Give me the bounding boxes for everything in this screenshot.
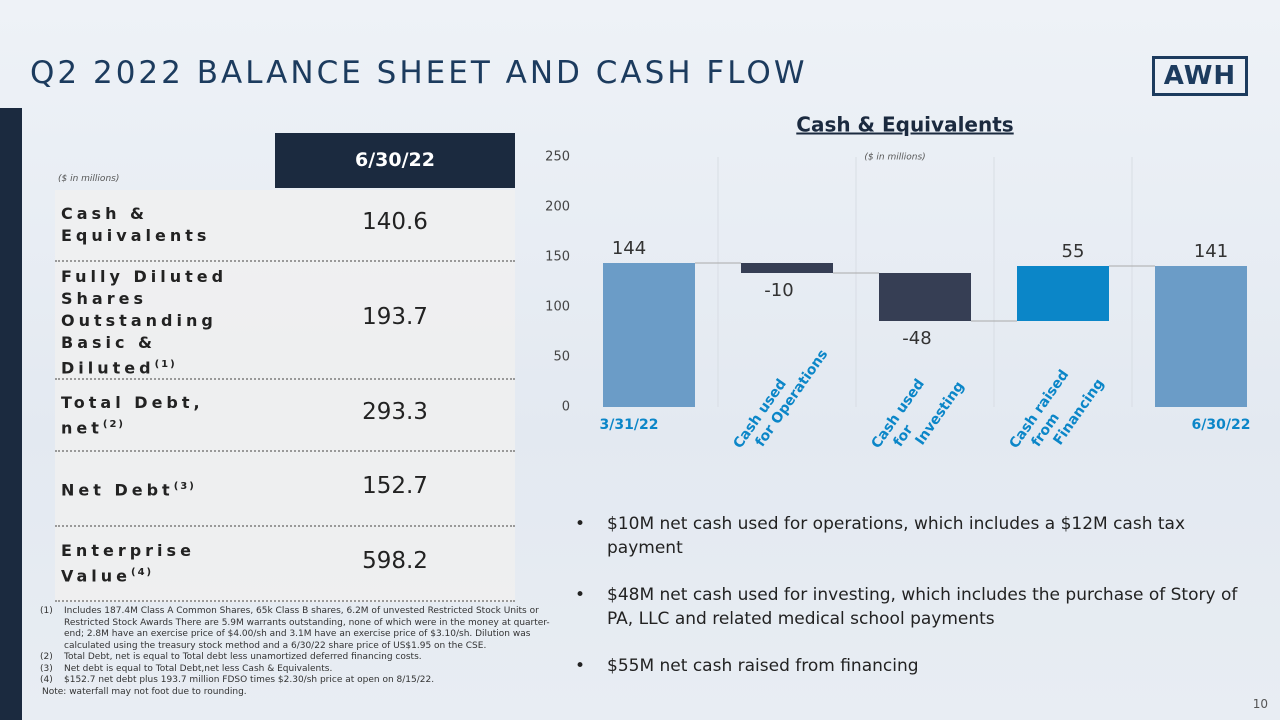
y-tick-label: 250 — [545, 150, 570, 165]
row-note: (4) — [131, 567, 154, 578]
table-row: Cash & Equivalents 140.6 — [55, 190, 515, 262]
footnote: (4) $152.7 net debt plus 193.7 million FD… — [38, 675, 568, 687]
x-tick-label: Cash raisedfromFinancing — [1006, 357, 1107, 472]
bullet-list: • $10M net cash used for operations, whic… — [575, 512, 1265, 701]
bullet-text: $55M net cash raised from financing — [607, 656, 919, 676]
row-label-text: Fully Diluted Shares Outstanding Basic &… — [61, 267, 228, 378]
y-tick-label: 200 — [545, 200, 570, 215]
bar — [741, 263, 833, 273]
footnote-marker: (4) — [40, 675, 53, 685]
footnote-marker: (2) — [40, 652, 53, 662]
footnote-text: Total Debt, net is equal to Total debt l… — [64, 652, 422, 662]
chart: Cash & Equivalents ($ in millions) 0 50 10… — [545, 113, 1251, 472]
bullet: • $55M net cash raised from financing — [575, 654, 1265, 678]
y-tick-label: 50 — [553, 350, 570, 365]
data-label: -48 — [902, 328, 931, 349]
row-note: (2) — [102, 418, 125, 430]
row-label: Fully Diluted Shares Outstanding Basic &… — [61, 266, 241, 379]
row-label: Total Debt, net(2) — [61, 392, 241, 439]
footnote-marker: (3) — [40, 663, 53, 674]
bullet-text: $48M net cash used for investing, which … — [607, 585, 1238, 629]
row-note: (3) — [173, 481, 196, 492]
row-value: 140.6 — [362, 209, 428, 235]
data-label: 144 — [612, 238, 646, 259]
chart-title: Cash & Equivalents — [796, 113, 1013, 137]
footnote: (1) Includes 187.4M Class A Common Shares… — [38, 606, 568, 652]
row-value: 152.7 — [362, 472, 428, 499]
x-tick-label: Cash usedforInvesting — [868, 359, 967, 471]
chart-subtitle: ($ in millions) — [864, 153, 925, 163]
footnotes: (1) Includes 187.4M Class A Common Shares… — [38, 606, 568, 698]
bullet: • $48M net cash used for investing, which… — [575, 583, 1265, 631]
footnote-text: Includes 187.4M Class A Common Shares, 6… — [64, 606, 550, 651]
logo: AWH — [1152, 56, 1248, 96]
table-row: Net Debt(3) 152.7 — [55, 452, 515, 527]
y-tick-label: 150 — [545, 250, 570, 265]
row-label: Cash & Equivalents — [61, 203, 241, 247]
footnote-marker: (1) — [40, 606, 53, 616]
footnote: (3) Net debt is equal to Total Debt,net l… — [38, 664, 568, 676]
data-label: 141 — [1194, 241, 1228, 262]
row-note: (1) — [154, 359, 177, 370]
bullet-dot: • — [575, 656, 586, 676]
bar — [1155, 266, 1247, 407]
table-row: Total Debt, net(2) 293.3 — [55, 380, 515, 452]
data-label: -10 — [764, 280, 793, 301]
x-tick-label: Cash usedfor Operations — [730, 337, 831, 461]
bullet-dot: • — [575, 514, 586, 534]
row-value: 293.3 — [362, 399, 428, 425]
table-header: 6/30/22 — [275, 133, 515, 188]
bullet: • $10M net cash used for operations, whic… — [575, 512, 1265, 560]
table-row: Fully Diluted Shares Outstanding Basic &… — [55, 262, 515, 380]
table-row: Enterprise Value(4) 598.2 — [55, 527, 515, 602]
page-number: 10 — [1252, 697, 1268, 711]
row-label-text: Enterprise Value — [61, 541, 195, 586]
bar — [603, 263, 695, 407]
x-tick-label: 3/31/22 — [600, 417, 659, 433]
row-label-text: Net Debt — [61, 480, 174, 500]
row-value: 193.7 — [362, 304, 428, 330]
row-label-text: Total Debt, net — [61, 392, 204, 437]
footnote: (2) Total Debt, net is equal to Total deb… — [38, 652, 568, 664]
sidebar — [0, 108, 22, 720]
footnote-note: Note: waterfall may not foot due to roun… — [42, 686, 247, 697]
footnote-text: Net debt is equal to Total Debt,net less… — [64, 663, 333, 674]
x-tick-label: 6/30/22 — [1192, 417, 1251, 433]
data-label: 55 — [1062, 241, 1085, 262]
bar — [1017, 266, 1109, 321]
row-label: Net Debt(3) — [61, 476, 241, 501]
row-value: 598.2 — [362, 547, 428, 574]
slide-title: Q2 2022 BALANCE SHEET AND CASH FLOW — [30, 55, 808, 91]
y-tick-label: 0 — [562, 400, 570, 415]
row-label-text: Cash & Equivalents — [61, 204, 211, 245]
row-label: Enterprise Value(4) — [61, 540, 241, 587]
bullet-text: $10M net cash used for operations, which… — [607, 514, 1186, 558]
bullet-dot: • — [575, 585, 586, 605]
bar — [879, 273, 971, 321]
y-tick-label: 100 — [545, 300, 570, 315]
footnote-text: $152.7 net debt plus 193.7 million FDSO … — [64, 675, 435, 685]
table-unit-note: ($ in millions) — [58, 174, 120, 184]
